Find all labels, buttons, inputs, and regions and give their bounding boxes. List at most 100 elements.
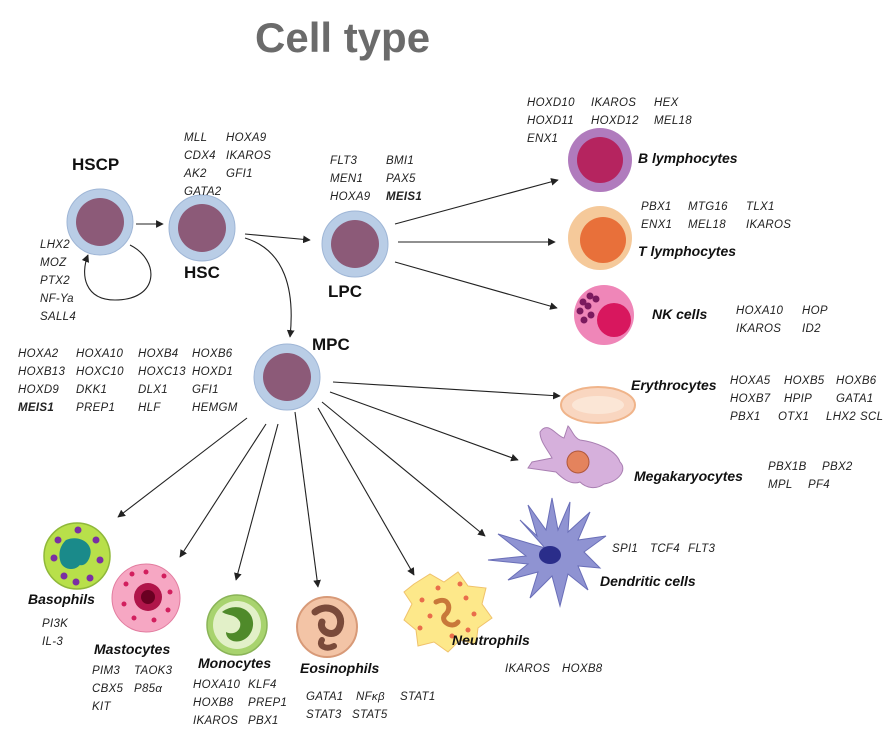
gene-label: GATA2 xyxy=(184,186,222,198)
gene-label: PIM3 xyxy=(92,665,120,677)
arrow-mpc-baso xyxy=(117,417,248,518)
gene-label: MEIS1 xyxy=(18,402,54,414)
gene-label: HOXA10 xyxy=(736,305,783,317)
gene-label: STAT3 xyxy=(306,709,342,721)
eosinophil-gene-list: GATA1 NFκβ STAT1 STAT3 STAT5 xyxy=(306,691,436,721)
nk-cell xyxy=(574,285,634,345)
arrow-hscp-self-renewal xyxy=(81,244,152,301)
gene-label: MEL18 xyxy=(654,115,692,127)
mpc-gene-list: HOXA2 HOXA10 HOXB4 HOXB6 HOXB13 HOXC10 H… xyxy=(18,348,238,414)
gene-label: IKAROS xyxy=(193,715,238,727)
gene-label: ID2 xyxy=(802,323,821,335)
lpc-gene-list: FLT3 BMI1 MEN1 PAX5 HOXA9 MEIS1 xyxy=(330,155,422,203)
gene-label: MLL xyxy=(184,132,207,144)
hscp-label: HSCP xyxy=(72,155,119,174)
gene-label: LHX2 xyxy=(40,239,70,251)
erythrocyte-cell xyxy=(560,386,636,424)
t-lymphocytes-label: T lymphocytes xyxy=(638,243,736,259)
gene-label: HOXB5 xyxy=(784,375,825,387)
mastocyte-gene-list: PIM3 TAOK3 CBX5 P85α KIT xyxy=(92,665,173,713)
t-lymphocyte-cell xyxy=(568,206,632,270)
arrow-lpc-b xyxy=(394,178,559,225)
gene-label: HOXA10 xyxy=(76,348,123,360)
hscp-gene-list: LHX2 MOZ PTX2 NF-Ya SALL4 xyxy=(40,239,76,323)
erythrocyte-gene-list: HOXA5 HOXB5 HOXB6 HOXB7 HPIP GATA1 PBX1 … xyxy=(730,375,883,423)
arrow-mpc-masto xyxy=(179,423,267,558)
arrow-mpc-neut xyxy=(317,407,415,576)
gene-label: MOZ xyxy=(40,257,67,269)
gene-label: ENX1 xyxy=(641,219,672,231)
gene-label: HOXA2 xyxy=(18,348,59,360)
neutrophils-label: Neutrophils xyxy=(452,632,530,648)
gene-label: HPIP xyxy=(784,393,812,405)
gene-label: MPL xyxy=(768,479,793,491)
gene-label: MEN1 xyxy=(330,173,363,185)
hscp-cell xyxy=(66,188,134,256)
hsc-gene-list: MLL HOXA9 CDX4 IKAROS AK2 GFI1 GATA2 xyxy=(183,132,271,198)
gene-label: MEL18 xyxy=(688,219,726,231)
gene-label: HOXB6 xyxy=(836,375,877,387)
megakaryocyte-cell xyxy=(527,425,624,489)
gene-label: FLT3 xyxy=(330,155,357,167)
arrow-mpc-dend xyxy=(321,401,486,537)
megakaryocyte-gene-list: PBX1B PBX2 MPL PF4 xyxy=(768,461,853,491)
gene-label: GFI1 xyxy=(192,384,219,396)
basophil-gene-list: PI3K IL-3 xyxy=(42,618,69,648)
gene-label: AK2 xyxy=(183,168,207,180)
gene-label: HOXB4 xyxy=(138,348,179,360)
arrow-lpc-nk xyxy=(394,261,558,310)
b-lymphocytes-label: B lymphocytes xyxy=(638,150,738,166)
t-lymphocyte-gene-list: PBX1 MTG16 TLX1 ENX1 MEL18 IKAROS xyxy=(641,201,791,231)
arrow-hsc-mpc xyxy=(244,237,295,338)
gene-label: HEMGM xyxy=(192,402,238,414)
neutrophil-cell xyxy=(403,571,493,653)
dendritic-cell xyxy=(487,497,607,608)
gene-label: PBX2 xyxy=(822,461,853,473)
gene-label: IKAROS xyxy=(505,663,550,675)
mastocytes-label: Mastocytes xyxy=(94,641,170,657)
gene-label: SPI1 xyxy=(612,543,638,555)
gene-label: DLX1 xyxy=(138,384,168,396)
megakaryocytes-label: Megakaryocytes xyxy=(634,468,743,484)
gene-label: IKAROS xyxy=(736,323,781,335)
monocytes-label: Monocytes xyxy=(198,655,271,671)
mpc-cell xyxy=(253,343,321,411)
gene-label: STAT1 xyxy=(400,691,436,703)
arrow-hsc-lpc xyxy=(244,233,311,244)
gene-label: HOXC13 xyxy=(138,366,186,378)
gene-label: BMI1 xyxy=(386,155,414,167)
hsc-label: HSC xyxy=(184,263,220,282)
erythrocytes-label: Erythrocytes xyxy=(631,377,717,393)
gene-label: HOXD10 xyxy=(527,97,575,109)
mpc-label: MPC xyxy=(312,335,350,354)
basophils-label: Basophils xyxy=(28,591,95,607)
gene-label: HOXB13 xyxy=(18,366,65,378)
gene-label: PBX1 xyxy=(730,411,761,423)
gene-label: PREP1 xyxy=(76,402,115,414)
arrow-mpc-mono xyxy=(234,423,279,581)
gene-label: SCL xyxy=(860,411,883,423)
gene-label: HOXB8 xyxy=(562,663,603,675)
gene-label: LHX2 xyxy=(826,411,856,423)
lpc-label: LPC xyxy=(328,282,362,301)
gene-label: KLF4 xyxy=(248,679,277,691)
gene-label: PBX1 xyxy=(248,715,279,727)
neutrophil-gene-list: IKAROS HOXB8 xyxy=(505,663,603,675)
gene-label: OTX1 xyxy=(778,411,809,423)
gene-label: CDX4 xyxy=(184,150,216,162)
gene-label: MTG16 xyxy=(688,201,728,213)
basophil-cell xyxy=(43,522,111,590)
gene-label: HOXA5 xyxy=(730,375,771,387)
gene-label: HOXD1 xyxy=(192,366,233,378)
gene-label: TAOK3 xyxy=(134,665,173,677)
hsc-cell xyxy=(168,194,236,262)
gene-label: IKAROS xyxy=(591,97,636,109)
gene-label: DKK1 xyxy=(76,384,107,396)
gene-label: PBX1B xyxy=(768,461,807,473)
arrow-mpc-ery xyxy=(332,381,561,400)
eosinophil-cell xyxy=(296,596,358,658)
gene-label: GATA1 xyxy=(836,393,874,405)
gene-label: PAX5 xyxy=(386,173,416,185)
gene-label: HOXB7 xyxy=(730,393,771,405)
gene-label: HOXA9 xyxy=(226,132,267,144)
